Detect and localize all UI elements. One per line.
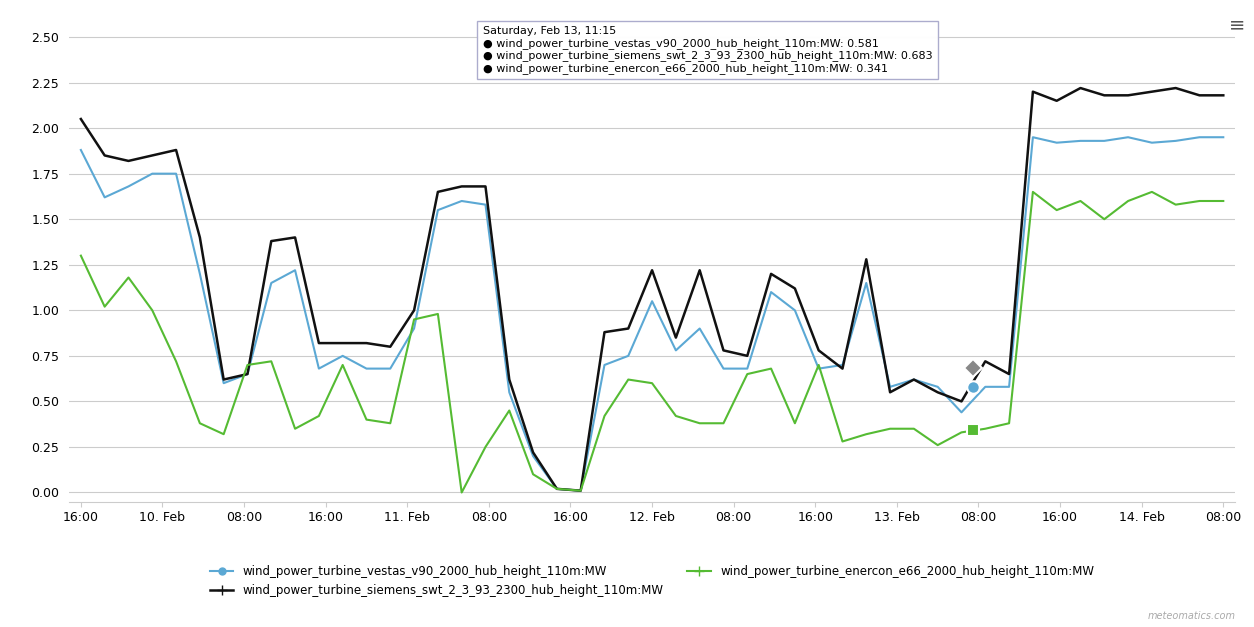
Legend: wind_power_turbine_vestas_v90_2000_hub_height_110m:MW, wind_power_turbine_siemen: wind_power_turbine_vestas_v90_2000_hub_h… [204, 561, 1100, 602]
Text: ≡: ≡ [1229, 16, 1245, 34]
Text: meteomatics.com: meteomatics.com [1147, 611, 1235, 621]
Text: Saturday, Feb 13, 11:15
● wind_power_turbine_vestas_v90_2000_hub_height_110m:MW:: Saturday, Feb 13, 11:15 ● wind_power_tur… [483, 26, 933, 73]
